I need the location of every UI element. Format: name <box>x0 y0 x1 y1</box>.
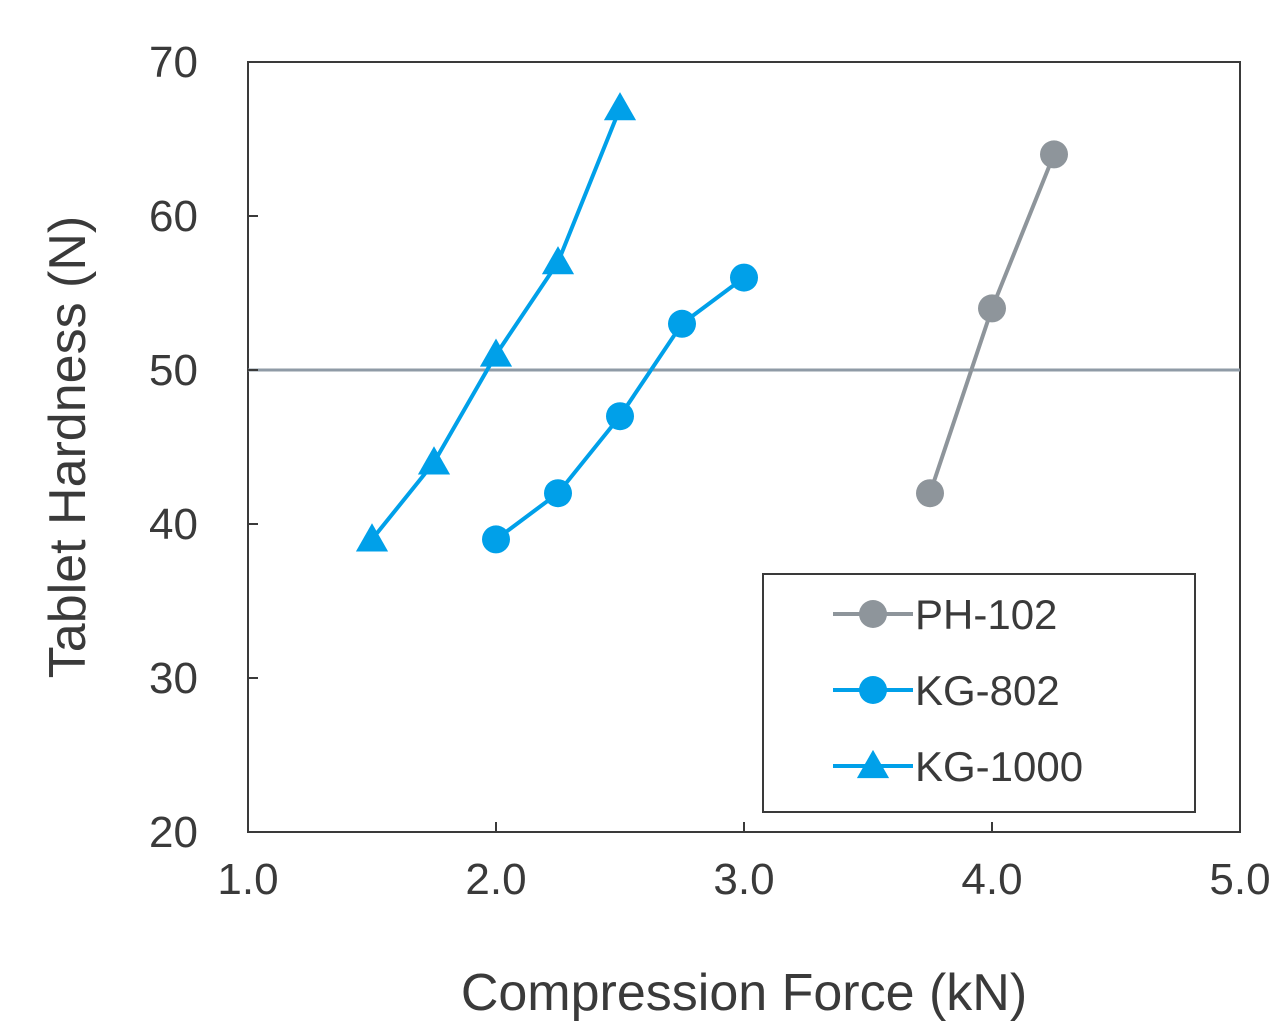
data-point <box>544 479 572 508</box>
legend: PH-102 KG-802 KG-1000 <box>762 573 1196 813</box>
y-tick-label: 40 <box>149 500 198 549</box>
series-kg-1000 <box>355 92 637 552</box>
x-tick-label: 3.0 <box>713 855 774 904</box>
y-tick-label: 60 <box>149 192 198 241</box>
x-axis-title: Compression Force (kN) <box>461 964 1027 1022</box>
y-tick-label: 70 <box>149 38 198 87</box>
data-point <box>1040 140 1068 169</box>
series-line <box>928 153 1056 494</box>
series-line <box>370 107 622 541</box>
data-point <box>355 523 389 552</box>
series-ph-102 <box>916 140 1068 508</box>
data-point <box>730 263 758 292</box>
x-tick-label: 5.0 <box>1209 855 1270 904</box>
y-tick-label: 30 <box>149 654 198 703</box>
data-point <box>978 294 1006 323</box>
legend-label: KG-802 <box>915 667 1060 714</box>
x-axis-ticks: 1.0 2.0 3.0 4.0 5.0 <box>217 822 1271 904</box>
series-layer <box>355 92 1068 554</box>
x-tick-label: 1.0 <box>217 855 278 904</box>
x-tick-label: 4.0 <box>961 855 1022 904</box>
legend-marker <box>859 676 887 704</box>
data-point <box>603 92 637 121</box>
legend-marker <box>856 749 890 779</box>
data-point <box>479 338 513 367</box>
y-axis-ticks: 20 30 40 50 60 70 <box>149 38 258 857</box>
legend-items: PH-102 KG-802 KG-1000 <box>833 591 1083 790</box>
legend-marker <box>859 600 887 628</box>
y-tick-label: 50 <box>149 346 198 395</box>
legend-item: KG-802 <box>833 667 1060 714</box>
legend-item: KG-1000 <box>833 743 1083 790</box>
legend-label: KG-1000 <box>915 743 1083 790</box>
series-kg-802 <box>482 263 758 554</box>
data-point <box>417 446 451 475</box>
data-point <box>606 402 634 431</box>
x-tick-label: 2.0 <box>465 855 526 904</box>
data-point <box>668 309 696 338</box>
y-tick-label: 20 <box>149 808 198 857</box>
data-point <box>541 246 575 275</box>
data-point <box>916 479 944 508</box>
legend-item: PH-102 <box>833 591 1057 638</box>
data-point <box>482 525 510 554</box>
legend-label: PH-102 <box>915 591 1057 638</box>
y-axis-title: Tablet Hardness (N) <box>39 216 97 678</box>
